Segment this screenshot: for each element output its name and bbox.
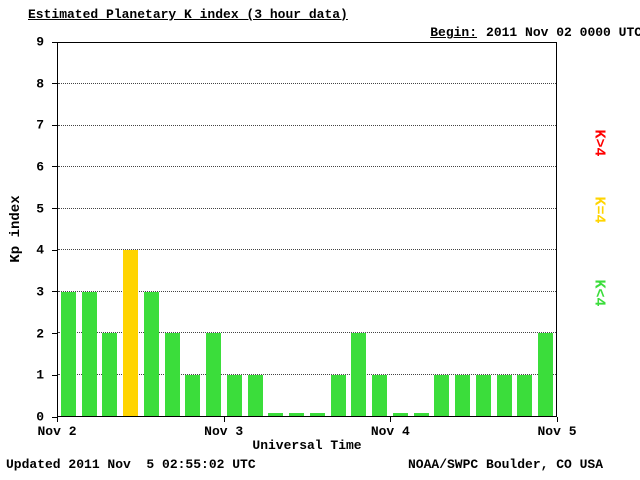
y-tick-label: 1 bbox=[36, 367, 44, 383]
x-axis-label: Universal Time bbox=[252, 438, 362, 453]
y-tick-label: 4 bbox=[36, 242, 44, 258]
kp-bar bbox=[372, 374, 388, 416]
y-tick-label: 8 bbox=[36, 76, 44, 92]
gridline bbox=[58, 290, 556, 292]
chart-title: Estimated Planetary K index (3 hour data… bbox=[28, 7, 348, 22]
x-tick-mark bbox=[57, 417, 58, 422]
kp-bar bbox=[351, 333, 367, 416]
legend-k-lt-4: K<4 bbox=[590, 279, 608, 307]
kp-bar bbox=[102, 333, 118, 416]
y-tick-mark bbox=[52, 374, 57, 376]
kp-bar bbox=[455, 374, 471, 416]
y-tick-label: 6 bbox=[36, 159, 44, 175]
y-tick-mark bbox=[52, 166, 57, 168]
x-tick-label: Nov 5 bbox=[537, 424, 577, 439]
y-tick-mark bbox=[52, 208, 57, 210]
kp-bar bbox=[123, 250, 139, 416]
kp-bar bbox=[185, 374, 201, 416]
y-tick-mark bbox=[52, 83, 57, 85]
gridline bbox=[58, 332, 556, 334]
gridline bbox=[58, 166, 556, 168]
y-tick-mark bbox=[52, 416, 57, 418]
kp-bar bbox=[206, 333, 222, 416]
kp-bar bbox=[392, 413, 408, 416]
legend-k-gt-4: K>4 bbox=[590, 129, 608, 157]
kp-bar bbox=[475, 374, 491, 416]
y-tick-mark bbox=[52, 124, 57, 126]
plot-area bbox=[57, 42, 557, 417]
x-tick-label: Nov 4 bbox=[370, 424, 410, 439]
gridline bbox=[58, 373, 556, 375]
kp-bar bbox=[434, 374, 450, 416]
x-tick-label: Nov 2 bbox=[37, 424, 77, 439]
kp-bar bbox=[309, 413, 325, 416]
y-axis-ticks: 0 1 2 3 4 5 6 7 8 9 bbox=[0, 35, 57, 425]
kp-bar bbox=[413, 413, 429, 416]
gridline bbox=[58, 207, 556, 209]
source-attribution: NOAA/SWPC Boulder, CO USA bbox=[408, 457, 604, 472]
kp-bar bbox=[164, 333, 180, 416]
gridline bbox=[58, 83, 556, 85]
kp-bar bbox=[330, 374, 346, 416]
begin-label: Begin: bbox=[430, 25, 478, 40]
y-tick-label: 3 bbox=[36, 284, 44, 300]
gridline bbox=[58, 249, 556, 251]
y-tick-mark bbox=[52, 333, 57, 335]
kp-bar bbox=[538, 333, 554, 416]
x-tick-mark bbox=[223, 417, 225, 422]
begin-value: 2011 Nov 02 0000 UTC bbox=[486, 25, 640, 40]
y-tick-label: 7 bbox=[36, 117, 44, 133]
legend-k-eq-4: K=4 bbox=[590, 196, 608, 224]
y-tick-label: 5 bbox=[36, 201, 44, 217]
y-tick-mark bbox=[52, 249, 57, 251]
updated-timestamp: Updated 2011 Nov 5 02:55:02 UTC bbox=[6, 457, 256, 472]
x-tick-mark bbox=[390, 417, 392, 422]
kp-bar bbox=[60, 291, 76, 416]
x-tick-mark bbox=[557, 417, 558, 422]
kp-bar bbox=[268, 413, 284, 416]
kp-bar bbox=[496, 374, 512, 416]
kp-bar bbox=[143, 291, 159, 416]
y-tick-mark bbox=[52, 291, 57, 293]
y-tick-label: 2 bbox=[36, 326, 44, 342]
y-tick-label: 9 bbox=[36, 34, 44, 50]
kp-bar bbox=[81, 291, 97, 416]
kp-bar bbox=[226, 374, 242, 416]
kp-bar bbox=[517, 374, 533, 416]
begin-time: Begin: 2011 Nov 02 0000 UTC bbox=[399, 10, 640, 55]
kp-bar bbox=[289, 413, 305, 416]
x-tick-label: Nov 3 bbox=[204, 424, 244, 439]
y-tick-mark bbox=[52, 41, 57, 43]
kp-bar bbox=[247, 374, 263, 416]
y-tick-label: 0 bbox=[36, 409, 44, 425]
gridline bbox=[58, 124, 556, 126]
x-axis-ticks: Nov 2 Nov 3 Nov 4 Nov 5 bbox=[37, 417, 577, 443]
